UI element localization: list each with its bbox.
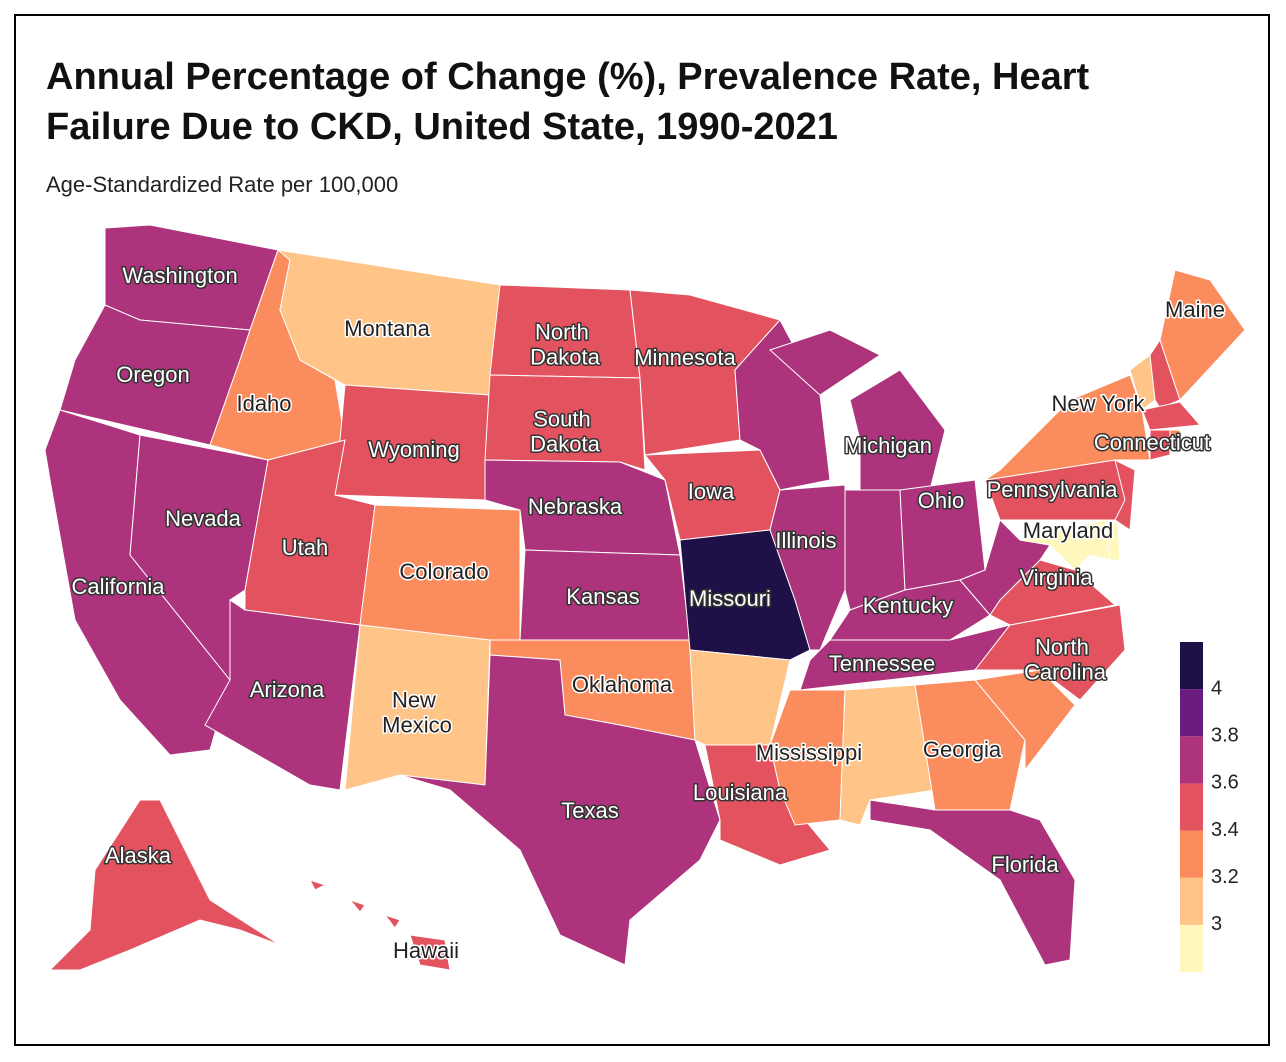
state-label: Washington xyxy=(122,263,237,288)
state-label: Texas xyxy=(561,798,618,823)
state-label: Virginia xyxy=(1020,565,1094,590)
state-label: Colorado xyxy=(399,559,488,584)
state xyxy=(869,799,1076,966)
state-labels: Washington Oregon California Nevada Idaho Mon… xyxy=(70,261,1226,964)
state-label: Connecticut xyxy=(1094,430,1210,455)
state xyxy=(309,879,451,971)
state xyxy=(1019,519,1111,571)
state-label: Maine xyxy=(1165,297,1225,322)
states xyxy=(44,224,1246,971)
state-label: Montana xyxy=(344,316,430,341)
state-label: Hawaii xyxy=(393,938,459,963)
state-label: Minnesota xyxy=(634,345,736,370)
colorbar-band xyxy=(1180,689,1203,737)
state-label: Florida xyxy=(991,852,1059,877)
state-label: Kansas xyxy=(566,584,639,609)
state xyxy=(1159,269,1246,401)
state-label: Pennsylvania xyxy=(987,477,1119,502)
state-label: New Mexico xyxy=(382,687,452,737)
colorbar-band xyxy=(1180,783,1203,831)
state xyxy=(914,679,1026,811)
state xyxy=(204,599,361,791)
state-label: Oregon xyxy=(116,362,189,387)
state-label: Wyoming xyxy=(368,437,460,462)
state xyxy=(1149,429,1171,461)
state-label: California xyxy=(72,574,166,599)
state-label: Idaho xyxy=(236,391,291,416)
colorbar: 3 3.2 3.4 3.6 3.8 4 xyxy=(1180,642,1239,972)
state-label: Tennessee xyxy=(829,651,935,676)
colorbar-tick-label: 3.4 xyxy=(1211,819,1239,841)
state xyxy=(48,799,281,971)
state-label: Nebraska xyxy=(528,494,623,519)
state-label: Kentucky xyxy=(863,593,954,618)
state-label: Nevada xyxy=(165,506,242,531)
state xyxy=(399,654,721,966)
state xyxy=(734,319,831,491)
colorbar-band xyxy=(1180,830,1203,878)
colorbar-tick-label: 3.2 xyxy=(1211,866,1239,888)
state-label: Arizona xyxy=(250,677,325,702)
colorbar-band xyxy=(1180,877,1203,925)
state-label: Oklahoma xyxy=(572,672,673,697)
state-label: Louisiana xyxy=(693,780,788,805)
state-label: Illinois xyxy=(775,528,836,553)
colorbar-tick-label: 3 xyxy=(1211,913,1222,935)
state xyxy=(484,374,646,471)
state xyxy=(1169,429,1181,451)
state xyxy=(1141,401,1202,431)
state-label: Georgia xyxy=(923,737,1002,762)
colorbar-band xyxy=(1180,924,1203,972)
colorbar-band xyxy=(1180,642,1203,690)
state-label: Utah xyxy=(282,535,328,560)
chart-title: Annual Percentage of Change (%), Prevale… xyxy=(46,56,1090,148)
state xyxy=(1114,459,1136,531)
chart-subtitle: Age-Standardized Rate per 100,000 xyxy=(46,172,399,197)
state-label: North Carolina xyxy=(1024,634,1107,684)
state-label: Maryland xyxy=(1023,518,1113,543)
colorbar-tick-label: 3.8 xyxy=(1211,725,1239,747)
state-label: Iowa xyxy=(688,479,735,504)
state-label: Missouri xyxy=(689,586,771,611)
state-label: Michigan xyxy=(844,433,932,458)
frame xyxy=(14,14,1270,1046)
state-label: North Dakota xyxy=(530,319,600,369)
colorbar-tick-label: 4 xyxy=(1211,677,1222,699)
state-label: Ohio xyxy=(918,488,964,513)
colorbar-tick-label: 3.6 xyxy=(1211,772,1239,794)
state xyxy=(974,669,1076,772)
colorbar-band xyxy=(1180,736,1203,784)
state-label: South Dakota xyxy=(530,406,600,456)
state-label: New York xyxy=(1052,391,1146,416)
state-label: Mississippi xyxy=(756,740,862,765)
state-label: Alaska xyxy=(105,843,172,868)
